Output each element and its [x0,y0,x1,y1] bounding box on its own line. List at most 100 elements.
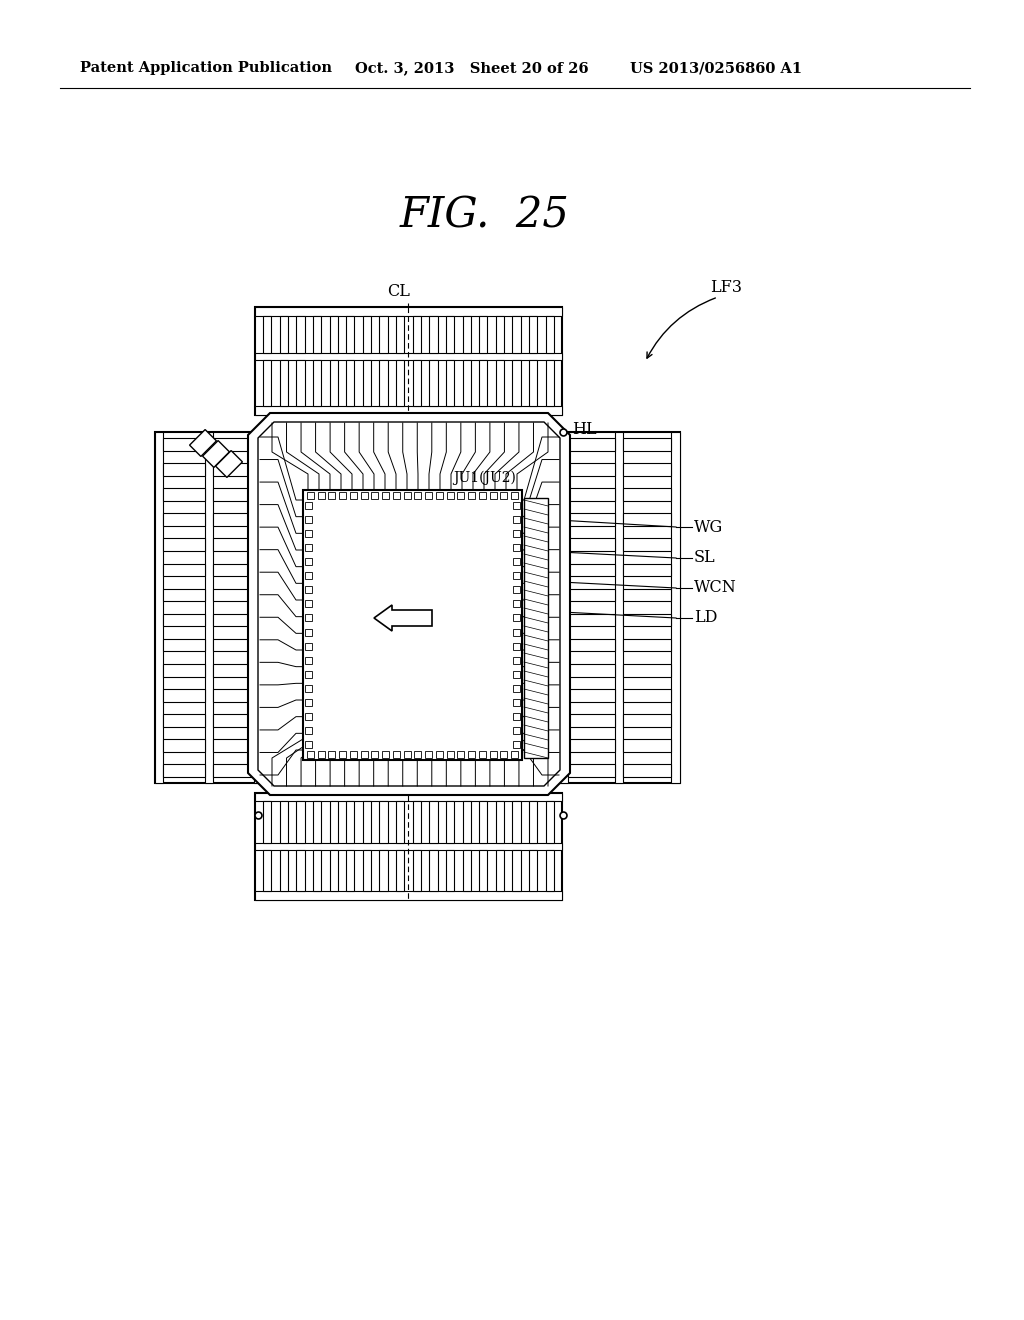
Text: Patent Application Publication: Patent Application Publication [80,61,332,75]
Bar [346,315,354,352]
Bar [463,360,471,407]
Bar [380,801,388,843]
Text: W: W [483,488,500,506]
Bar [213,539,254,550]
Bar [513,558,520,565]
Bar [393,492,400,499]
Bar [296,801,304,843]
Bar [163,664,205,677]
Bar [512,801,521,843]
Bar [280,360,288,407]
Text: TAB: TAB [445,741,476,755]
Bar [489,492,497,499]
Bar [623,564,671,576]
Bar [213,463,254,475]
Bar [305,727,312,734]
Bar [305,713,312,719]
Bar [568,513,615,525]
Bar [263,315,271,352]
Bar [339,751,346,758]
Bar [163,764,205,777]
Bar [511,492,518,499]
Bar [415,492,421,499]
Bar [350,751,357,758]
Bar [496,850,504,891]
Bar [329,492,336,499]
Bar [307,492,314,499]
Bar [380,360,388,407]
Bar [513,573,520,579]
Bar [479,315,487,352]
Bar [501,492,507,499]
Bar [362,850,371,891]
Bar [163,739,205,752]
Bar [330,801,338,843]
Bar [463,801,471,843]
Bar [513,698,520,706]
Text: LD: LD [694,610,718,627]
Bar [446,492,454,499]
Bar [305,643,312,649]
Bar [479,492,485,499]
Bar [280,850,288,891]
Bar [163,614,205,626]
Bar [255,843,562,850]
Bar [380,315,388,352]
Bar [560,432,680,783]
Bar [568,614,615,626]
Bar [330,850,338,891]
Bar [445,315,455,352]
Bar [317,751,325,758]
Bar [623,589,671,601]
Bar [382,492,389,499]
Bar [496,315,504,352]
Bar [360,751,368,758]
Bar [623,488,671,500]
Bar [623,714,671,727]
Bar [213,639,254,652]
Bar [425,492,432,499]
Bar [305,544,312,552]
Bar [479,360,487,407]
Polygon shape [216,450,243,478]
Text: JU1(JU2): JU1(JU2) [453,471,516,486]
Bar [313,360,322,407]
Bar [513,586,520,594]
Bar [623,739,671,752]
Bar [671,432,680,783]
Bar [396,360,404,407]
Bar [255,308,562,414]
Bar [479,801,487,843]
Bar [568,639,615,652]
Bar [163,564,205,576]
Bar [623,438,671,450]
Bar [263,801,271,843]
Bar [568,438,615,450]
Bar [255,891,562,900]
Bar [413,315,421,352]
Bar [346,801,354,843]
Bar [479,850,487,891]
Bar [413,850,421,891]
Bar [163,463,205,475]
Bar [213,739,254,752]
Bar [513,685,520,692]
Bar [513,601,520,607]
Bar [513,615,520,622]
Bar [213,438,254,450]
Bar [568,539,615,550]
Bar [458,751,464,758]
Bar [213,689,254,702]
Bar [330,315,338,352]
Bar [623,463,671,475]
Polygon shape [248,413,570,795]
Text: Oct. 3, 2013   Sheet 20 of 26: Oct. 3, 2013 Sheet 20 of 26 [355,61,589,75]
Bar [213,664,254,677]
Text: CHP: CHP [433,602,471,619]
Bar [305,685,312,692]
Bar [213,714,254,727]
Bar [360,492,368,499]
Bar [255,407,562,414]
Bar [513,671,520,677]
Bar [205,432,213,783]
